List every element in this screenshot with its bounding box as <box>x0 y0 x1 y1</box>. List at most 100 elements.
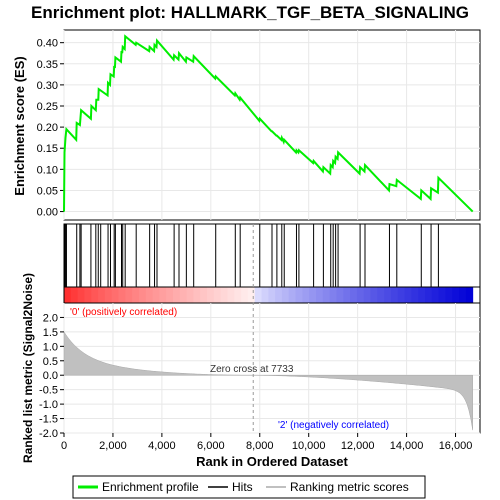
color-bar-segment <box>261 287 269 303</box>
color-bar-segment <box>91 287 99 303</box>
hit-markers <box>63 224 439 287</box>
color-bar-segment <box>397 287 406 303</box>
x-tick-label: 12,000 <box>341 440 375 452</box>
metric-tick-label: 1.5 <box>43 327 58 339</box>
color-bar-segment <box>363 287 371 303</box>
x-tick-label: 8,000 <box>246 440 274 452</box>
color-bar-segment <box>329 287 337 303</box>
metric-tick-label: -1.0 <box>39 399 58 411</box>
chart-title: Enrichment plot: HALLMARK_TGF_BETA_SIGNA… <box>31 3 469 22</box>
color-bar-segment <box>316 287 324 303</box>
metric-tick-label: 1.0 <box>43 341 58 353</box>
color-bar-segment <box>445 287 453 303</box>
color-bar-segment <box>193 287 201 303</box>
color-bar-segment <box>186 287 194 303</box>
legend-hits-label: Hits <box>232 480 253 494</box>
color-bar-segment <box>166 287 174 303</box>
color-bar-segment <box>452 287 460 303</box>
es-tick-label: 0.15 <box>37 143 58 155</box>
ranking-metric-area <box>63 331 473 431</box>
color-bar-segment <box>172 287 181 303</box>
color-bar-segment <box>179 287 188 303</box>
es-tick-label: 0.00 <box>37 207 58 219</box>
color-bar-segment <box>118 287 126 303</box>
color-bar-segment <box>241 287 249 303</box>
legend-metric-label: Ranking metric scores <box>290 480 409 494</box>
color-bar-segment <box>275 287 283 303</box>
color-bar-segment <box>356 287 365 303</box>
color-bar-segment <box>64 287 72 303</box>
color-bar-segment <box>343 287 351 303</box>
color-bar-segment <box>227 287 235 303</box>
color-bar-segment <box>234 287 242 303</box>
color-bar-segment <box>336 287 344 303</box>
color-bar-segment <box>404 287 412 303</box>
legend-box <box>72 475 426 499</box>
es-tick-label: 0.25 <box>37 101 58 113</box>
metric-tick-label: 0.5 <box>43 356 58 368</box>
color-bar-segment <box>254 287 263 303</box>
x-tick-label: 14,000 <box>390 440 424 452</box>
color-bar-segment <box>125 287 133 303</box>
x-tick-label: 6,000 <box>197 440 225 452</box>
metric-y-axis-label: Ranked list metric (Signal2Noise) <box>21 273 35 463</box>
color-bar-segment <box>98 287 106 303</box>
zero-cross-label: Zero cross at 7733 <box>210 364 294 375</box>
color-bar-segment <box>288 287 297 303</box>
color-bar-segment <box>220 287 228 303</box>
x-tick-label: 10,000 <box>292 440 326 452</box>
color-bar-segment <box>322 287 331 303</box>
color-bar-segment <box>213 287 222 303</box>
color-bar-segment <box>84 287 92 303</box>
es-tick-label: 0.30 <box>37 80 58 92</box>
color-bar-segment <box>111 287 119 303</box>
metric-tick-label: 2.0 <box>43 312 58 324</box>
es-tick-label: 0.05 <box>37 185 58 197</box>
enrichment-profile-line <box>63 34 474 213</box>
x-tick-label: 4,000 <box>148 440 176 452</box>
color-bar-segment <box>302 287 310 303</box>
x-tick-label: 16,000 <box>439 440 473 452</box>
legend-enrichment-label: Enrichment profile <box>102 480 199 494</box>
color-bar-segment <box>350 287 358 303</box>
x-axis-label: Rank in Ordered Dataset <box>196 454 348 469</box>
color-bar-segment <box>459 287 467 303</box>
color-bar-segment <box>411 287 419 303</box>
positive-label: '0' (positively correlated) <box>70 307 177 318</box>
color-bar-segment <box>424 287 433 303</box>
color-bar-segment <box>309 287 317 303</box>
color-bar-segment <box>77 287 85 303</box>
color-bar-segment <box>431 287 440 303</box>
color-bar-segment <box>418 287 426 303</box>
color-bar-segment <box>70 287 79 303</box>
color-bar-segment <box>384 287 392 303</box>
color-bar-segment <box>138 287 147 303</box>
x-tick-label: 0 <box>61 440 67 452</box>
color-bar-segment <box>370 287 378 303</box>
color-bar-segment <box>132 287 140 303</box>
color-bar-segment <box>247 287 256 303</box>
color-bar-segment <box>152 287 160 303</box>
es-tick-label: 0.40 <box>37 38 58 50</box>
color-bar-segment <box>295 287 303 303</box>
color-bar-segment <box>207 287 215 303</box>
metric-tick-label: 0.0 <box>43 370 58 382</box>
metric-y-ticks: 2.0 1.5 1.0 0.5 0.0 -0.5 -1.0 -1.5 -2.0 <box>39 312 64 440</box>
color-bar-segment <box>281 287 290 303</box>
es-y-ticks: 0.00 0.05 0.10 0.15 0.20 0.25 0.30 0.35 0.40 <box>37 38 64 219</box>
color-bar-segment <box>159 287 167 303</box>
color-bar-segment <box>104 287 113 303</box>
metric-tick-label: -0.5 <box>39 385 58 397</box>
es-panel-frame <box>63 29 481 221</box>
es-y-axis-label: Enrichment score (ES) <box>12 56 27 195</box>
metric-tick-label: -2.0 <box>39 428 58 440</box>
es-tick-label: 0.10 <box>37 164 58 176</box>
es-tick-label: 0.20 <box>37 122 58 134</box>
es-tick-label: 0.35 <box>37 59 58 71</box>
color-bar-segment <box>145 287 154 303</box>
x-tick-label: 2,000 <box>99 440 127 452</box>
ranking-color-bar <box>64 287 474 303</box>
color-bar-segment <box>200 287 208 303</box>
metric-tick-label: -1.5 <box>39 414 58 426</box>
